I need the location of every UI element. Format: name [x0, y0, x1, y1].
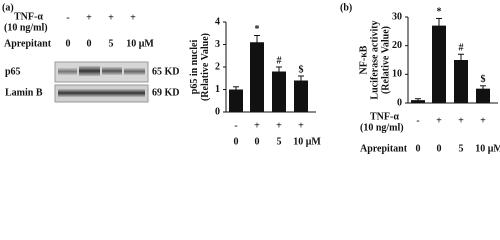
y-axis-label: (Relative Value) — [200, 33, 211, 101]
lane-label: + — [86, 12, 92, 23]
lane-label: 5 — [109, 38, 114, 49]
band-label: Lamin B — [5, 87, 43, 98]
y-axis-label: p65 in nuclei — [189, 40, 200, 95]
row-label: Aprepitant — [360, 143, 408, 154]
blot-band — [79, 66, 100, 76]
y-tick-label: 10 — [392, 69, 402, 80]
y-axis-label: (Relative Value) — [380, 26, 391, 94]
row-label: Aprepitant — [4, 38, 52, 49]
y-tick-label: 30 — [392, 11, 402, 22]
bar — [454, 60, 468, 103]
significance-mark: # — [277, 55, 282, 66]
y-tick-label: 0 — [397, 97, 402, 108]
x-tick-label: 0 — [437, 143, 442, 154]
band-label: p65 — [5, 66, 21, 77]
band-size: 65 KD — [152, 66, 180, 77]
y-tick-label: 1 — [215, 84, 220, 95]
bar — [294, 80, 308, 112]
y-axis-label: Luciferase activity — [369, 20, 380, 99]
y-tick-label: 20 — [392, 40, 402, 51]
lane-label: + — [130, 12, 136, 23]
significance-mark: * — [255, 24, 260, 35]
bar — [432, 25, 446, 104]
blot-band — [124, 68, 145, 75]
panel-label: (a) — [2, 2, 14, 13]
bar — [250, 42, 264, 112]
blot-band — [58, 89, 145, 97]
blot-band — [102, 67, 122, 75]
band-size: 69 KD — [152, 87, 180, 98]
lane-label: + — [108, 12, 114, 23]
bar — [229, 89, 243, 112]
x-tick-label: + — [436, 115, 442, 126]
significance-mark: # — [459, 43, 464, 54]
x-tick-label: - — [416, 115, 419, 126]
x-tick-label: - — [234, 120, 237, 131]
x-tick-label: 5 — [459, 143, 464, 154]
blot-image — [54, 61, 149, 83]
y-tick-label: 2 — [215, 61, 220, 72]
x-tick-label: + — [276, 120, 282, 131]
x-tick-label: + — [458, 115, 464, 126]
x-tick-label: 0 — [234, 136, 239, 147]
y-tick-label: 4 — [215, 16, 220, 27]
lane-label: 0 — [87, 38, 92, 49]
y-tick-label: 3 — [215, 39, 220, 50]
significance-mark: $ — [481, 74, 486, 85]
x-tick-label: + — [254, 120, 260, 131]
x-tick-label: 10 μM — [293, 136, 321, 147]
x-tick-label: 10 μM — [475, 143, 500, 154]
lane-label: - — [66, 12, 69, 23]
x-tick-label: 0 — [255, 136, 260, 147]
x-tick-label: + — [298, 120, 304, 131]
row-label: TNF-α — [14, 11, 43, 22]
y-axis-label: NF-κB — [358, 45, 369, 74]
row-label: (10 ng/ml) — [360, 122, 404, 133]
panel-label: (b) — [340, 2, 352, 13]
blot-panel: (a) TNF-α (10 ng/ml) Aprepitant - + + + … — [2, 2, 180, 103]
significance-mark: $ — [299, 64, 304, 75]
blot-band — [58, 68, 77, 75]
x-tick-label: + — [480, 115, 486, 126]
lane-label: 10 μM — [126, 38, 154, 49]
bar — [476, 88, 490, 103]
lane-label: 0 — [66, 38, 71, 49]
x-tick-label: 0 — [416, 143, 421, 154]
significance-mark: * — [437, 7, 442, 18]
y-tick-label: 0 — [215, 106, 220, 117]
bar — [272, 71, 286, 112]
figure: (a) TNF-α (10 ng/ml) Aprepitant - + + + … — [2, 2, 500, 154]
row-label: TNF-α — [370, 111, 399, 122]
row-label: (10 ng/ml) — [4, 22, 48, 33]
x-tick-label: 5 — [277, 136, 282, 147]
